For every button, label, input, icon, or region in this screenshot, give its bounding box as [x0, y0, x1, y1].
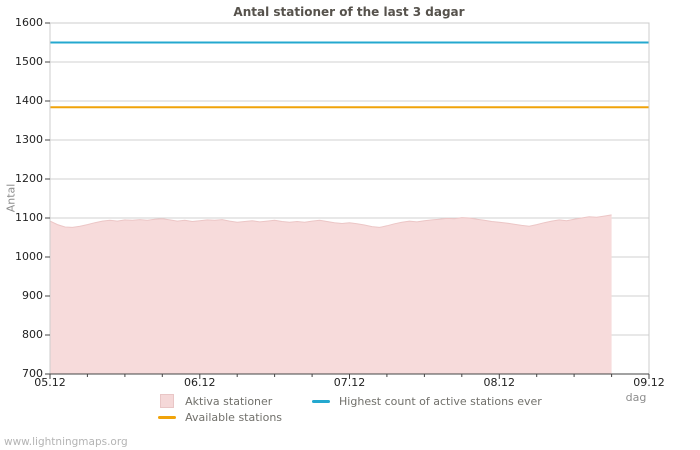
x-tick-label: 06.12 — [184, 376, 216, 389]
y-tick-label: 1300 — [15, 133, 43, 146]
y-tick-label: 1000 — [15, 250, 43, 263]
legend-item-highest-count: Highest count of active stations ever — [312, 394, 542, 408]
chart-title: Antal stationer of the last 3 dagar — [233, 5, 465, 19]
legend-swatch-slot — [312, 399, 331, 403]
y-axis-title: Antal — [4, 183, 18, 213]
x-tick-label: 05.12 — [34, 376, 66, 389]
y-tick-label: 1600 — [15, 16, 43, 29]
line-swatch-icon — [158, 415, 177, 419]
x-axis-title: dag — [625, 391, 647, 404]
series-area-edge-aktiva-stationer — [49, 214, 612, 228]
x-tick-label: 09.12 — [633, 376, 665, 389]
legend: Aktiva stationer Highest count of active… — [158, 394, 542, 424]
legend-swatch-slot — [158, 415, 177, 419]
legend-item-aktiva-stationer: Aktiva stationer — [158, 394, 282, 408]
y-tick-label: 1100 — [15, 211, 43, 224]
y-tick-label: 1200 — [15, 172, 43, 185]
area-swatch-icon — [160, 394, 175, 408]
y-tick-label: 800 — [22, 328, 43, 341]
y-tick-label: 700 — [22, 367, 43, 380]
legend-swatch-slot — [158, 394, 176, 408]
series-area-aktiva-stationer — [50, 214, 612, 374]
y-tick-label: 900 — [22, 289, 43, 302]
y-tick-label: 1400 — [15, 94, 43, 107]
x-tick-label: 07.12 — [333, 376, 366, 389]
y-tick-label: 1500 — [15, 55, 43, 68]
watermark: www.lightningmaps.org — [4, 436, 128, 448]
legend-item-available-stations: Available stations — [158, 410, 282, 424]
legend-label: Available stations — [185, 410, 283, 424]
x-tick-label: 08.12 — [483, 376, 516, 389]
legend-label: Aktiva stationer — [185, 394, 273, 408]
line-swatch-icon — [312, 399, 331, 403]
legend-label: Highest count of active stations ever — [339, 394, 542, 408]
